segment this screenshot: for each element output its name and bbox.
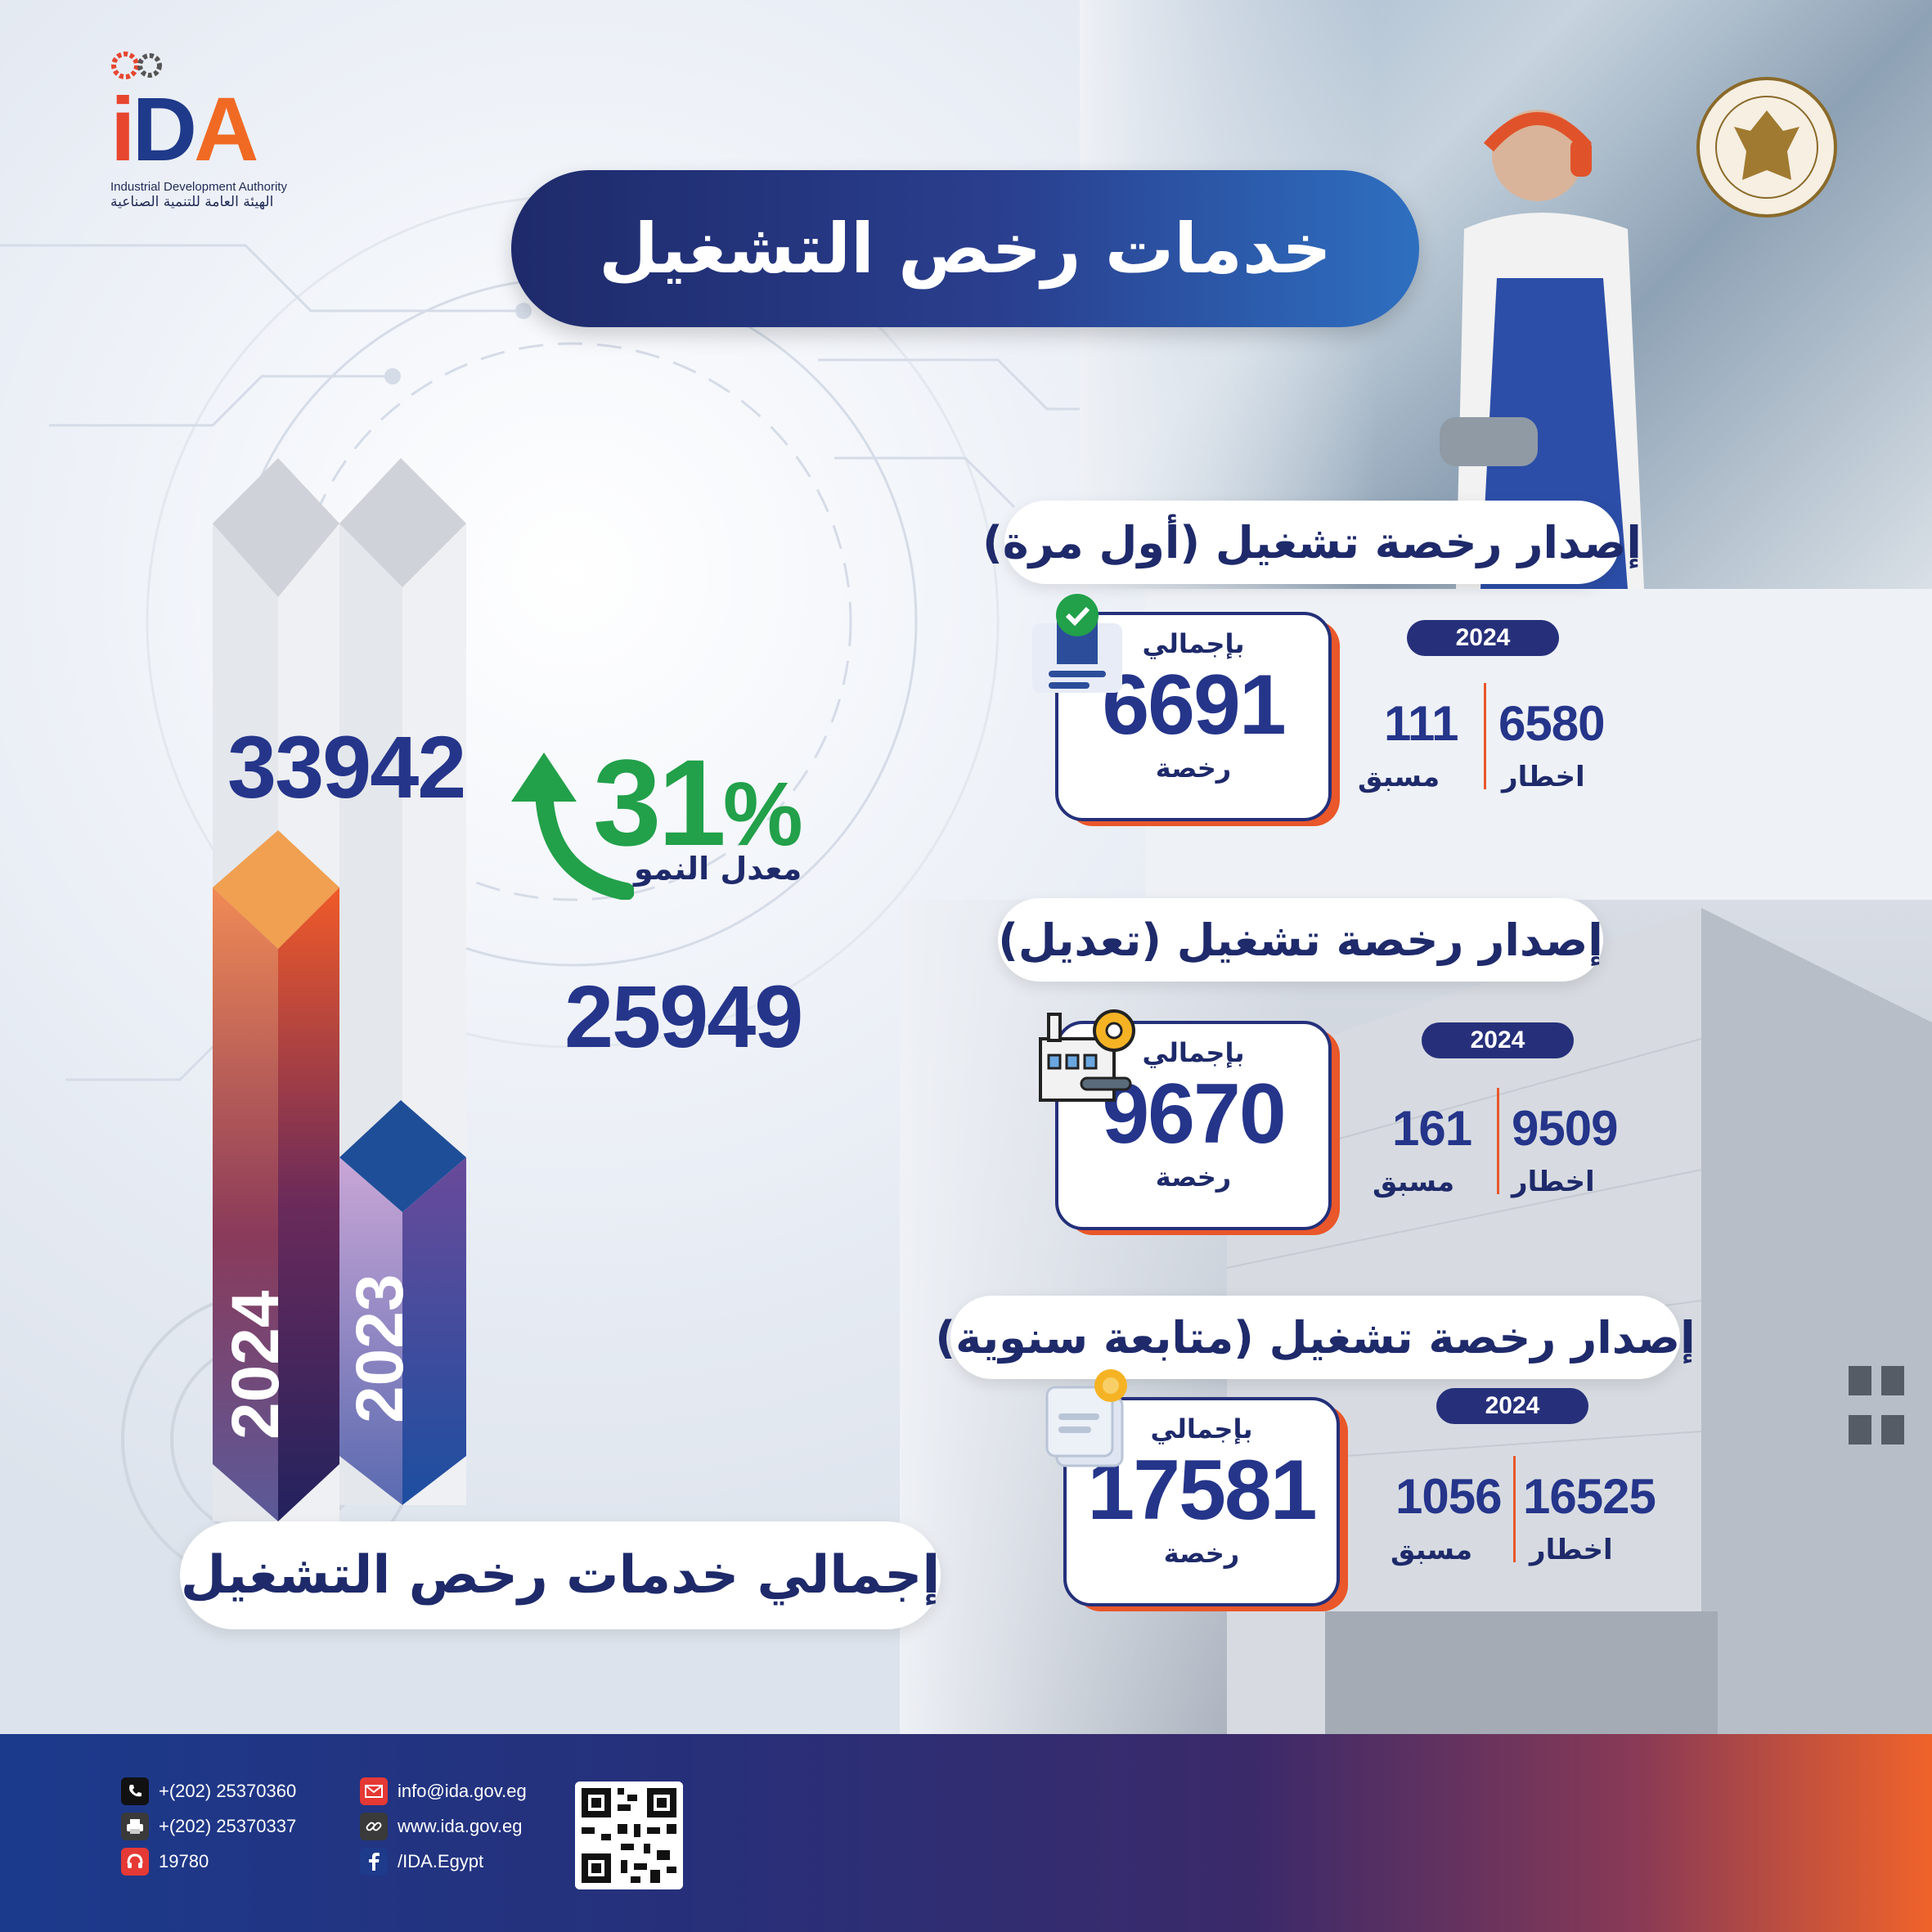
section-title-text: إصدار رخصة تشغيل (تعديل) [998, 914, 1603, 966]
gears-icon [111, 52, 162, 79]
link-icon [360, 1813, 388, 1840]
section-annual-followup-prior-label: مسبق [1391, 1534, 1473, 1566]
card-total-label: بإجمالي [1142, 628, 1245, 659]
card-unit-label: رخصة [1155, 753, 1232, 784]
logo-letter-a: A [194, 79, 258, 180]
ida-name-english: Industrial Development Authority [110, 180, 287, 194]
section-title-text: إصدار رخصة تشغيل (أول مرة) [982, 516, 1642, 568]
footer-email[interactable]: info@ida.gov.eg [360, 1777, 527, 1805]
section-annual-followup-title: إصدار رخصة تشغيل (متابعة سنوية) [935, 1296, 1696, 1379]
phone-number: +(202) 25370360 [159, 1781, 297, 1801]
growth-rate-label: معدل النمو [634, 851, 802, 887]
section-first-time-notice-label: اخطار [1502, 761, 1585, 793]
page-title: خدمات رخص التشغيل [599, 209, 1332, 289]
section-first-time-notice-value: 6580 [1498, 696, 1605, 751]
certificate-badge-icon [1032, 594, 1122, 693]
section-first-time-year: 2024 [1407, 620, 1559, 656]
bar-2024-year-label: 2024 [218, 1290, 293, 1440]
qr-code[interactable] [575, 1781, 683, 1889]
mail-icon [360, 1777, 388, 1805]
card-unit-label: رخصة [1163, 1538, 1240, 1569]
chart-caption: إجمالي خدمات رخص التشغيل [180, 1521, 941, 1629]
growth-rate-value: 31 [593, 734, 726, 871]
section-title-text: إصدار رخصة تشغيل (متابعة سنوية) [935, 1311, 1696, 1364]
facebook-icon [360, 1848, 388, 1876]
divider [1484, 683, 1486, 789]
footer-fax[interactable]: +(202) 25370337 [121, 1813, 296, 1840]
footer-phone[interactable]: +(202) 25370360 [121, 1777, 296, 1805]
section-annual-followup-notice-label: اخطار [1530, 1534, 1613, 1566]
fax-icon [121, 1813, 149, 1840]
section-annual-followup-year: 2024 [1436, 1388, 1588, 1424]
factory-gear-icon [1039, 1009, 1135, 1102]
logo-letter-d: D [132, 79, 197, 180]
chart-caption-text: إجمالي خدمات رخص التشغيل [180, 1545, 941, 1606]
section-modification-year: 2024 [1422, 1022, 1574, 1058]
growth-arrow-icon [511, 753, 634, 900]
phone-icon [121, 1777, 149, 1805]
card-total-value: 9670 [1102, 1067, 1286, 1161]
bar-2024-value: 33942 [227, 717, 466, 816]
footer-facebook[interactable]: /IDA.Egypt [360, 1848, 483, 1876]
fax-number: +(202) 25370337 [159, 1816, 297, 1836]
card-unit-label: رخصة [1155, 1161, 1232, 1193]
growth-rate-symbol: % [722, 764, 803, 865]
page-title-banner: خدمات رخص التشغيل [511, 170, 1419, 327]
logo-letter-i: i [110, 79, 135, 180]
email-address: info@ida.gov.eg [398, 1781, 527, 1801]
growth-rate: 31% [593, 732, 803, 874]
card-total-label: بإجمالي [1142, 1037, 1245, 1068]
section-modification-total-card: بإجمالي 9670 رخصة [1055, 1021, 1332, 1230]
bar-2024 [213, 830, 339, 1521]
section-annual-followup-notice-value: 16525 [1523, 1469, 1656, 1524]
section-modification-notice-value: 9509 [1512, 1101, 1618, 1156]
card-total-label: بإجمالي [1150, 1413, 1253, 1445]
totals-bar-chart: 2024 2023 [213, 458, 466, 1521]
section-annual-followup-total-card: بإجمالي 17581 رخصة [1063, 1397, 1340, 1606]
hotline-number: 19780 [159, 1851, 209, 1871]
section-first-time-title: إصدار رخصة تشغيل (أول مرة) [982, 501, 1642, 584]
ministry-of-industry-seal [1696, 77, 1837, 218]
card-total-value: 17581 [1087, 1443, 1317, 1538]
card-total-value: 6691 [1102, 658, 1286, 753]
bar-2023-value: 25949 [564, 967, 803, 1066]
divider [1497, 1088, 1499, 1194]
section-first-time-prior-value: 111 [1384, 696, 1458, 751]
facebook-page: /IDA.Egypt [398, 1851, 484, 1871]
footer [0, 1734, 1932, 1932]
website-url: www.ida.gov.eg [398, 1816, 523, 1836]
section-first-time-prior-label: مسبق [1358, 761, 1440, 793]
footer-website[interactable]: www.ida.gov.eg [360, 1813, 522, 1840]
bar-2023 [339, 1100, 466, 1505]
divider [1513, 1456, 1516, 1562]
section-modification-title: إصدار رخصة تشغيل (تعديل) [998, 898, 1603, 982]
ida-logo: iDA Industrial Development Authority اله… [110, 49, 323, 210]
section-modification-prior-value: 161 [1392, 1101, 1472, 1156]
section-modification-prior-label: مسبق [1373, 1166, 1455, 1198]
section-modification-notice-label: اخطار [1512, 1166, 1595, 1198]
footer-hotline[interactable]: 19780 [121, 1848, 209, 1876]
bar-2023-year-label: 2023 [343, 1274, 417, 1423]
headset-icon [121, 1848, 149, 1876]
ida-name-arabic: الهيئة العامة للتنمية الصناعية [110, 194, 274, 210]
document-award-icon [1045, 1369, 1127, 1467]
section-annual-followup-prior-value: 1056 [1395, 1469, 1502, 1524]
